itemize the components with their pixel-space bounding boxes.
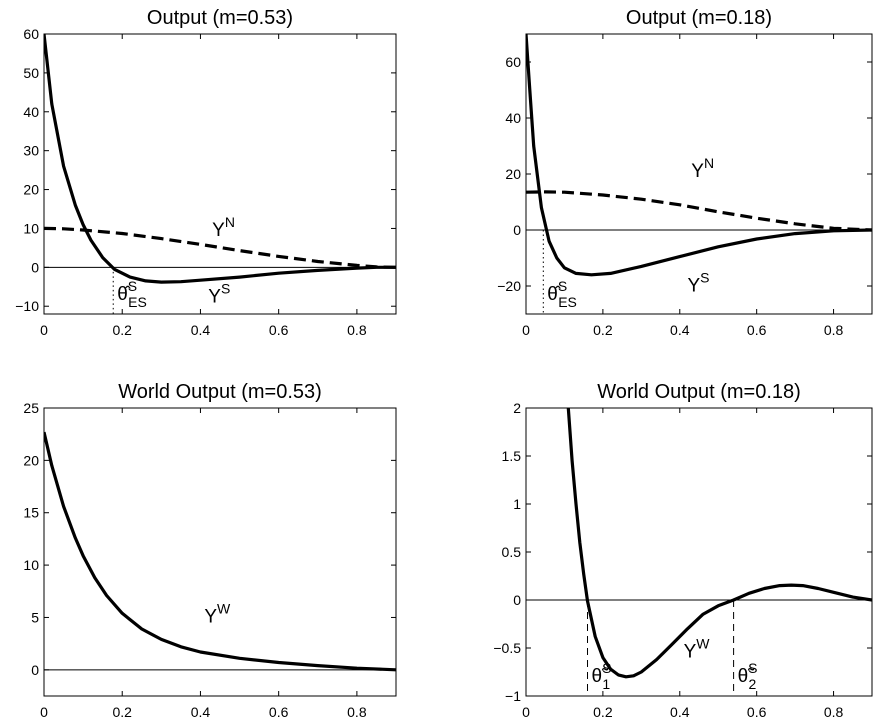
curve-label-y-w-text: Y (684, 642, 697, 663)
threshold-label-sup: S (602, 660, 611, 676)
y-tick-label: 20 (23, 452, 39, 468)
x-tick-label: 0.6 (269, 322, 289, 338)
plot-frame (43, 407, 397, 697)
y-tick-label: 20 (23, 182, 39, 198)
series-line-y-w (44, 431, 396, 672)
y-tick-label: 10 (23, 557, 39, 573)
chart-output-m053: Output (m=0.53)0 0.2 0.4 0.6 0.8−10010203040… (15, 7, 397, 338)
series-line-y-n (526, 190, 872, 232)
x-tick-label: 0.8 (824, 704, 844, 720)
y-tick-label: 1 (513, 496, 521, 512)
x-tick-label: 0.4 (191, 322, 211, 338)
y-tick-label: −10 (15, 298, 39, 314)
x-tick-label: 0.2 (593, 322, 613, 338)
chart-world-output-m018: World Output (m=0.18) 0 0.2 0.4 0.6 0.8 −1 −0.5… (493, 381, 873, 720)
curve-label-y-n: YN (691, 155, 714, 182)
threshold-label: θ̂S ES (547, 278, 577, 310)
curve-label-y-w: YW (204, 601, 231, 628)
threshold-label-sub: ES (558, 294, 577, 310)
y-tick-label: 15 (23, 505, 39, 521)
series-line-y-s (526, 34, 872, 277)
threshold-label: θ̃S 2 (738, 660, 758, 692)
curve-label-y-s-sup: S (221, 280, 230, 296)
curve-label-y-n-text: Y (691, 161, 704, 182)
x-tick-label: 0.4 (670, 704, 690, 720)
curve-label-y-w-sup: W (696, 636, 710, 652)
x-tick-label: 0.6 (747, 704, 767, 720)
y-tick-label: 0 (31, 662, 39, 678)
y-tick-label: 2 (513, 400, 521, 416)
x-tick-label: 0.6 (269, 704, 289, 720)
x-tick-label: 0.2 (112, 704, 132, 720)
curve-label-y-s-text: Y (208, 286, 221, 307)
y-tick-label: −1 (505, 688, 521, 704)
plot-frame (525, 407, 873, 697)
y-tick-label: 30 (23, 143, 39, 159)
y-tick-label: 0 (513, 222, 521, 238)
y-tick-label: 40 (505, 110, 521, 126)
y-tick-label: 5 (31, 609, 39, 625)
threshold-label-sup: S (558, 278, 567, 294)
threshold-label: θ̂S ES (117, 278, 147, 310)
x-tick-label: 0.2 (112, 322, 132, 338)
chart-title: Output (m=0.18) (626, 7, 772, 29)
threshold-label-sub: 2 (749, 676, 757, 692)
curve-label-y-n-text: Y (212, 220, 225, 241)
curve-label-y-s-text: Y (687, 276, 700, 297)
x-tick-label: 0 (522, 322, 530, 338)
y-tick-label: 10 (23, 220, 39, 236)
y-tick-label: −0.5 (493, 640, 521, 656)
chart-output-m018: Output (m=0.18)0 0.2 0.4 0.6 0.8−200204060YN… (497, 7, 873, 338)
threshold-label-sub: 1 (602, 676, 610, 692)
curve-label-y-w-sup: W (217, 601, 231, 617)
x-tick-label: 0 (40, 704, 48, 720)
y-tick-label: 1.5 (502, 448, 522, 464)
x-tick-label: 0.8 (347, 704, 367, 720)
curve-label-y-s-sup: S (700, 270, 709, 286)
threshold-label-sup: S (128, 278, 137, 294)
curve-label-y-s: YS (687, 270, 709, 297)
y-tick-label: −20 (497, 278, 521, 294)
plot-frame (43, 33, 397, 315)
x-tick-label: 0.4 (670, 322, 690, 338)
y-tick-label: 60 (23, 26, 39, 42)
threshold-label-sup: S (748, 660, 757, 676)
y-tick-label: 0.5 (502, 544, 522, 560)
y-tick-label: 0 (513, 592, 521, 608)
y-tick-label: 20 (505, 166, 521, 182)
series-line-y-s (44, 34, 396, 284)
curve-label-y-s: YS (208, 280, 230, 307)
threshold-label: θ̃S 1 (592, 660, 612, 692)
x-tick-label: 0.4 (191, 704, 211, 720)
curve-label-y-n-sup: N (225, 214, 235, 230)
chart-title: World Output (m=0.53) (118, 381, 322, 403)
chart-title: World Output (m=0.18) (597, 381, 801, 403)
threshold-label-sub: ES (128, 294, 147, 310)
curve-label-y-w: YW (684, 636, 711, 663)
x-tick-label: 0 (40, 322, 48, 338)
y-tick-label: 25 (23, 400, 39, 416)
y-tick-label: 50 (23, 65, 39, 81)
chart-title: Output (m=0.53) (147, 7, 293, 29)
x-tick-label: 0.2 (593, 704, 613, 720)
x-tick-label: 0.8 (347, 322, 367, 338)
y-tick-label: 40 (23, 104, 39, 120)
curve-label-y-n: YN (212, 214, 235, 241)
chart-world-output-m053: World Output (m=0.53) 0 0.2 0.4 0.6 0.8 0 5 10 15… (23, 381, 397, 720)
series-line-y-w (566, 408, 872, 679)
y-tick-label: 0 (31, 259, 39, 275)
x-tick-label: 0.6 (747, 322, 767, 338)
x-tick-label: 0 (522, 704, 530, 720)
y-tick-label: 60 (505, 54, 521, 70)
x-tick-label: 0.8 (824, 322, 844, 338)
curve-label-y-w-text: Y (204, 607, 217, 628)
curve-label-y-n-sup: N (704, 155, 714, 171)
